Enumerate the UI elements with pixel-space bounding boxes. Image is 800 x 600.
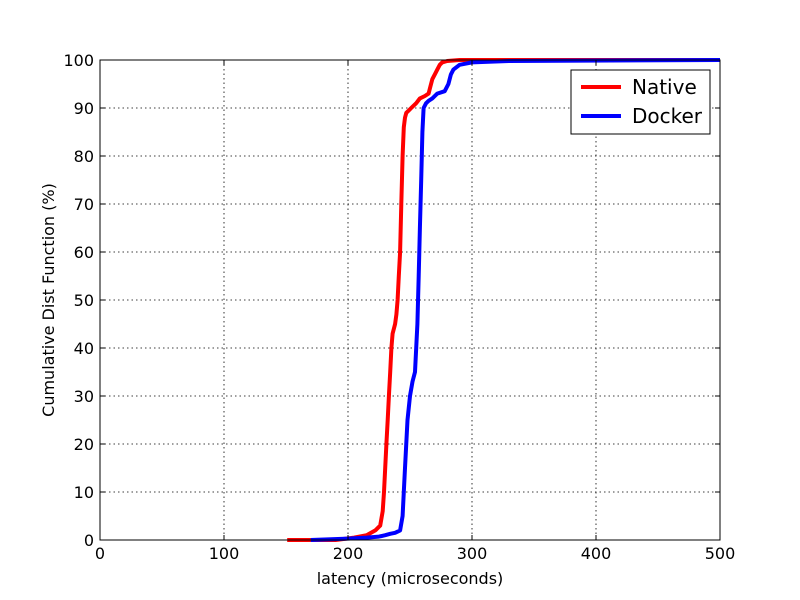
y-tick-label: 80: [74, 147, 94, 166]
y-tick-label: 90: [74, 99, 94, 118]
x-tick-labels: 0 100 200 300 400 500: [95, 544, 735, 563]
ticks: [99, 59, 721, 541]
x-tick-label: 500: [705, 544, 736, 563]
y-tick-labels: 0 10 20 30 40 50 60 70 80 90 100: [63, 51, 94, 550]
legend: Native Docker: [570, 69, 711, 135]
series-layer: [287, 58, 721, 542]
y-axis-label: Cumulative Dist Function (%): [39, 183, 58, 417]
series-line-docker: [310, 58, 721, 542]
x-tick-label: 300: [457, 544, 488, 563]
y-tick-label: 30: [74, 387, 94, 406]
y-tick-label: 10: [74, 483, 94, 502]
legend-box: [570, 69, 711, 135]
y-tick-label: 50: [74, 291, 94, 310]
legend-label-native: Native: [632, 75, 697, 99]
series-line-native: [287, 58, 720, 542]
x-tick-label: 400: [581, 544, 612, 563]
x-axis-label: latency (microseconds): [317, 569, 504, 588]
y-tick-label: 60: [74, 243, 94, 262]
x-tick-label: 100: [209, 544, 240, 563]
y-tick-label: 70: [74, 195, 94, 214]
x-tick-label: 0: [95, 544, 105, 563]
x-tick-label: 200: [333, 544, 364, 563]
plot-area: [100, 60, 720, 540]
y-tick-label: 0: [84, 531, 94, 550]
y-tick-label: 100: [63, 51, 94, 70]
legend-label-docker: Docker: [632, 104, 703, 128]
y-tick-label: 20: [74, 435, 94, 454]
y-tick-label: 40: [74, 339, 94, 358]
